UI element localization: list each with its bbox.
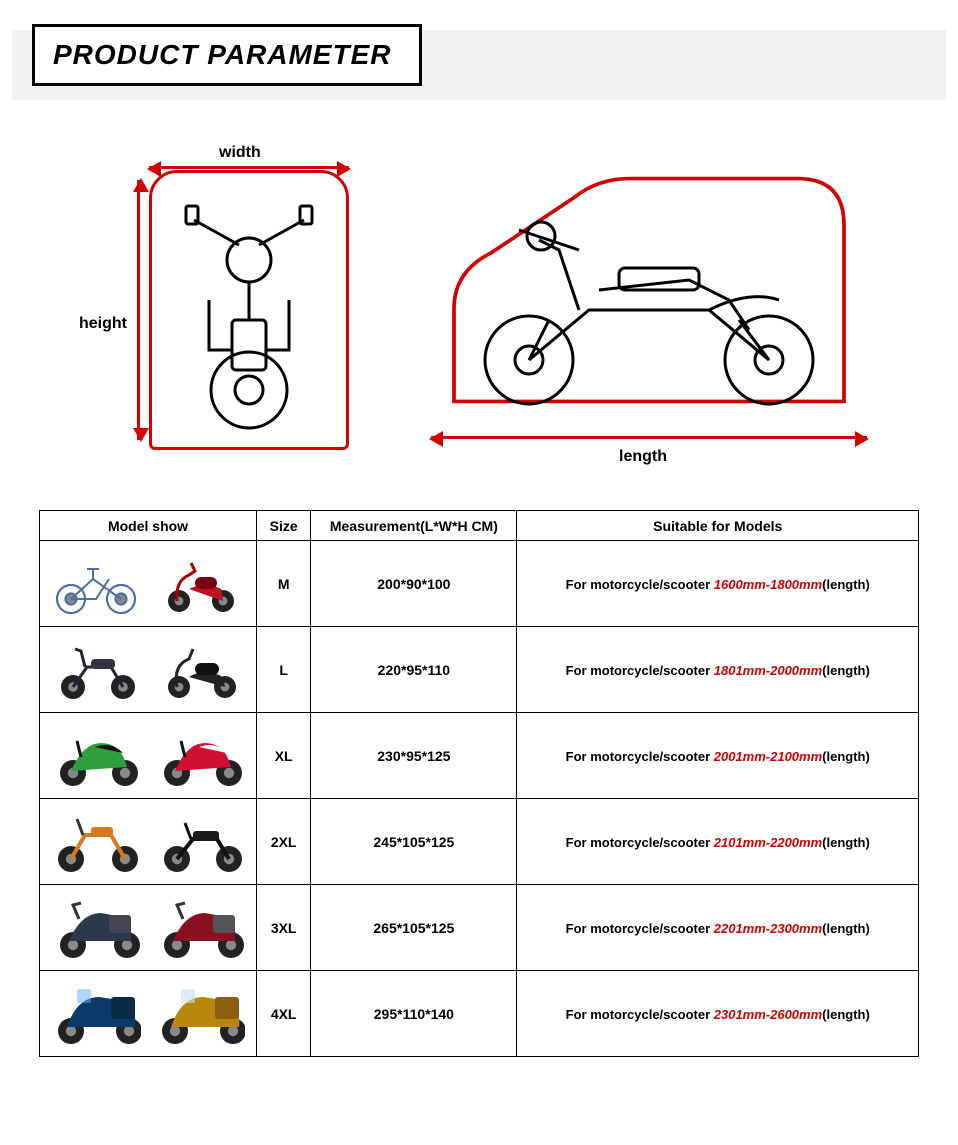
table-row: 4XL 295*110*140 For motorcycle/scooter 2… [40,971,919,1057]
measurement-cell: 200*90*100 [311,541,517,627]
dimension-diagram: width height [0,100,958,500]
length-range: 2101mm-2200mm [714,835,822,850]
height-arrow [137,180,140,440]
suitable-cell: For motorcycle/scooter 1801mm-2000mm(len… [517,627,919,713]
length-range: 2201mm-2300mm [714,921,822,936]
model-show-cell [40,885,257,971]
table-row: 3XL 265*105*125 For motorcycle/scooter 2… [40,885,919,971]
length-range: 1801mm-2000mm [714,663,822,678]
measurement-cell: 220*95*110 [311,627,517,713]
suitable-cell: For motorcycle/scooter 2201mm-2300mm(len… [517,885,919,971]
table-row: M 200*90*100 For motorcycle/scooter 1600… [40,541,919,627]
measurement-cell: 230*95*125 [311,713,517,799]
suitable-text: For motorcycle/scooter 1600mm-1800mm(len… [566,577,870,592]
suitable-cell: For motorcycle/scooter 1600mm-1800mm(len… [517,541,919,627]
size-cell: M [257,541,311,627]
size-cell: XL [257,713,311,799]
col-suitable: Suitable for Models [517,511,919,541]
motorcycle-front-icon [164,190,334,440]
width-label: width [219,144,261,162]
model-show-cell [40,971,257,1057]
length-arrow [431,436,867,439]
model-show-cell [40,713,257,799]
col-measurement: Measurement(L*W*H CM) [311,511,517,541]
length-range: 2301mm-2600mm [714,1007,822,1022]
table-row: 2XL 245*105*125 For motorcycle/scooter 2… [40,799,919,885]
table-header-row: Model show Size Measurement(L*W*H CM) Su… [40,511,919,541]
motorcycle-side-icon [449,190,849,410]
length-range: 1600mm-1800mm [714,577,822,592]
model-thumbnails [44,635,252,704]
suitable-text: For motorcycle/scooter 2301mm-2600mm(len… [566,1007,870,1022]
length-range: 2001mm-2100mm [714,749,822,764]
suitable-text: For motorcycle/scooter 2001mm-2100mm(len… [566,749,870,764]
measurement-cell: 295*110*140 [311,971,517,1057]
header-band: PRODUCT PARAMETER [12,30,946,100]
suitable-text: For motorcycle/scooter 1801mm-2000mm(len… [566,663,870,678]
table-row: XL 230*95*125 For motorcycle/scooter 200… [40,713,919,799]
measurement-cell: 245*105*125 [311,799,517,885]
title-box: PRODUCT PARAMETER [32,24,422,86]
measurement-cell: 265*105*125 [311,885,517,971]
suitable-text: For motorcycle/scooter 2101mm-2200mm(len… [566,835,870,850]
model-thumbnails [44,893,252,962]
size-cell: 2XL [257,799,311,885]
suitable-cell: For motorcycle/scooter 2101mm-2200mm(len… [517,799,919,885]
width-arrow [149,166,349,169]
model-show-cell [40,541,257,627]
side-view: length [419,140,879,480]
size-table: Model show Size Measurement(L*W*H CM) Su… [39,510,919,1057]
suitable-text: For motorcycle/scooter 2201mm-2300mm(len… [566,921,870,936]
size-cell: L [257,627,311,713]
table-row: L 220*95*110 For motorcycle/scooter 1801… [40,627,919,713]
col-size: Size [257,511,311,541]
suitable-cell: For motorcycle/scooter 2001mm-2100mm(len… [517,713,919,799]
col-model-show: Model show [40,511,257,541]
model-thumbnails [44,807,252,876]
suitable-cell: For motorcycle/scooter 2301mm-2600mm(len… [517,971,919,1057]
size-cell: 3XL [257,885,311,971]
size-cell: 4XL [257,971,311,1057]
model-thumbnails [44,979,252,1048]
model-thumbnails [44,721,252,790]
model-show-cell [40,799,257,885]
page-title: PRODUCT PARAMETER [53,39,391,71]
height-label: height [79,315,127,333]
model-show-cell [40,627,257,713]
front-view: width height [79,140,379,480]
length-label: length [619,448,667,466]
model-thumbnails [44,549,252,618]
